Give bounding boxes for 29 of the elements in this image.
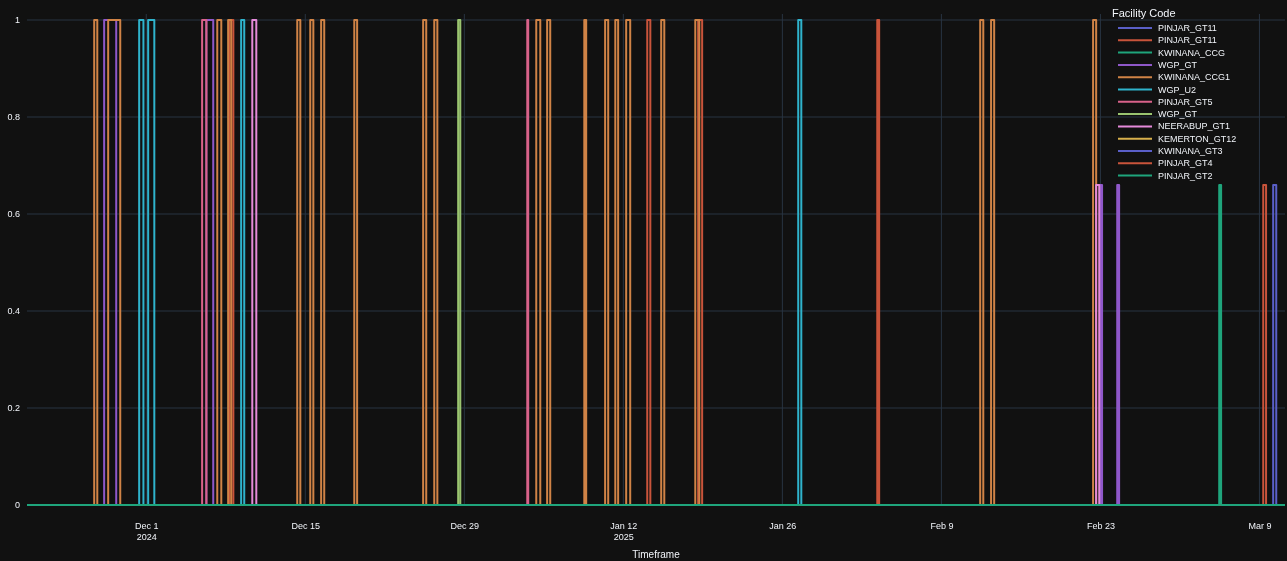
- legend-label: KWINANA_CCG1: [1158, 72, 1231, 83]
- legend-label: PINJAR_GT5: [1158, 96, 1213, 107]
- y-tick-label: 0.4: [7, 306, 20, 317]
- x-tick-label: Feb 9: [930, 521, 954, 531]
- legend-label: KWINANA_GT3: [1158, 146, 1223, 156]
- legend-title: Facility Code: [1112, 7, 1176, 19]
- legend-label: PINJAR_GT4: [1158, 158, 1213, 169]
- x-tick-label: Dec 29: [450, 521, 480, 531]
- y-tick-label: 0: [14, 500, 20, 511]
- legend-label: PINJAR_GT11: [1158, 23, 1217, 33]
- x-tick-label: Dec 1 2024: [135, 521, 159, 542]
- legend-label: KEMERTON_GT12: [1158, 133, 1237, 144]
- legend-label: PINJAR_GT2: [1158, 170, 1213, 181]
- x-tick-label: Jan 26: [769, 521, 797, 531]
- legend-label: NEERABUP_GT1: [1158, 121, 1231, 132]
- legend-label: WGP_U2: [1158, 84, 1197, 95]
- x-tick-label: Feb 23: [1086, 521, 1115, 531]
- y-tick-label: 1: [14, 15, 20, 26]
- y-tick-label: 0.2: [7, 403, 20, 414]
- legend-label: KWINANA_CCG: [1158, 47, 1226, 58]
- x-tick-label: Dec 15: [291, 521, 321, 531]
- y-tick-label: 0.8: [7, 112, 20, 123]
- x-axis-title: Timeframe: [632, 549, 681, 560]
- legend-label: PINJAR_GT11: [1158, 35, 1217, 46]
- x-tick-label: Mar 9: [1248, 521, 1272, 531]
- x-tick-label: Jan 12 2025: [610, 521, 638, 542]
- legend-label: WGP_GT: [1158, 109, 1198, 120]
- y-tick-label: 0.6: [7, 209, 20, 220]
- legend-label: WGP_GT: [1158, 59, 1198, 70]
